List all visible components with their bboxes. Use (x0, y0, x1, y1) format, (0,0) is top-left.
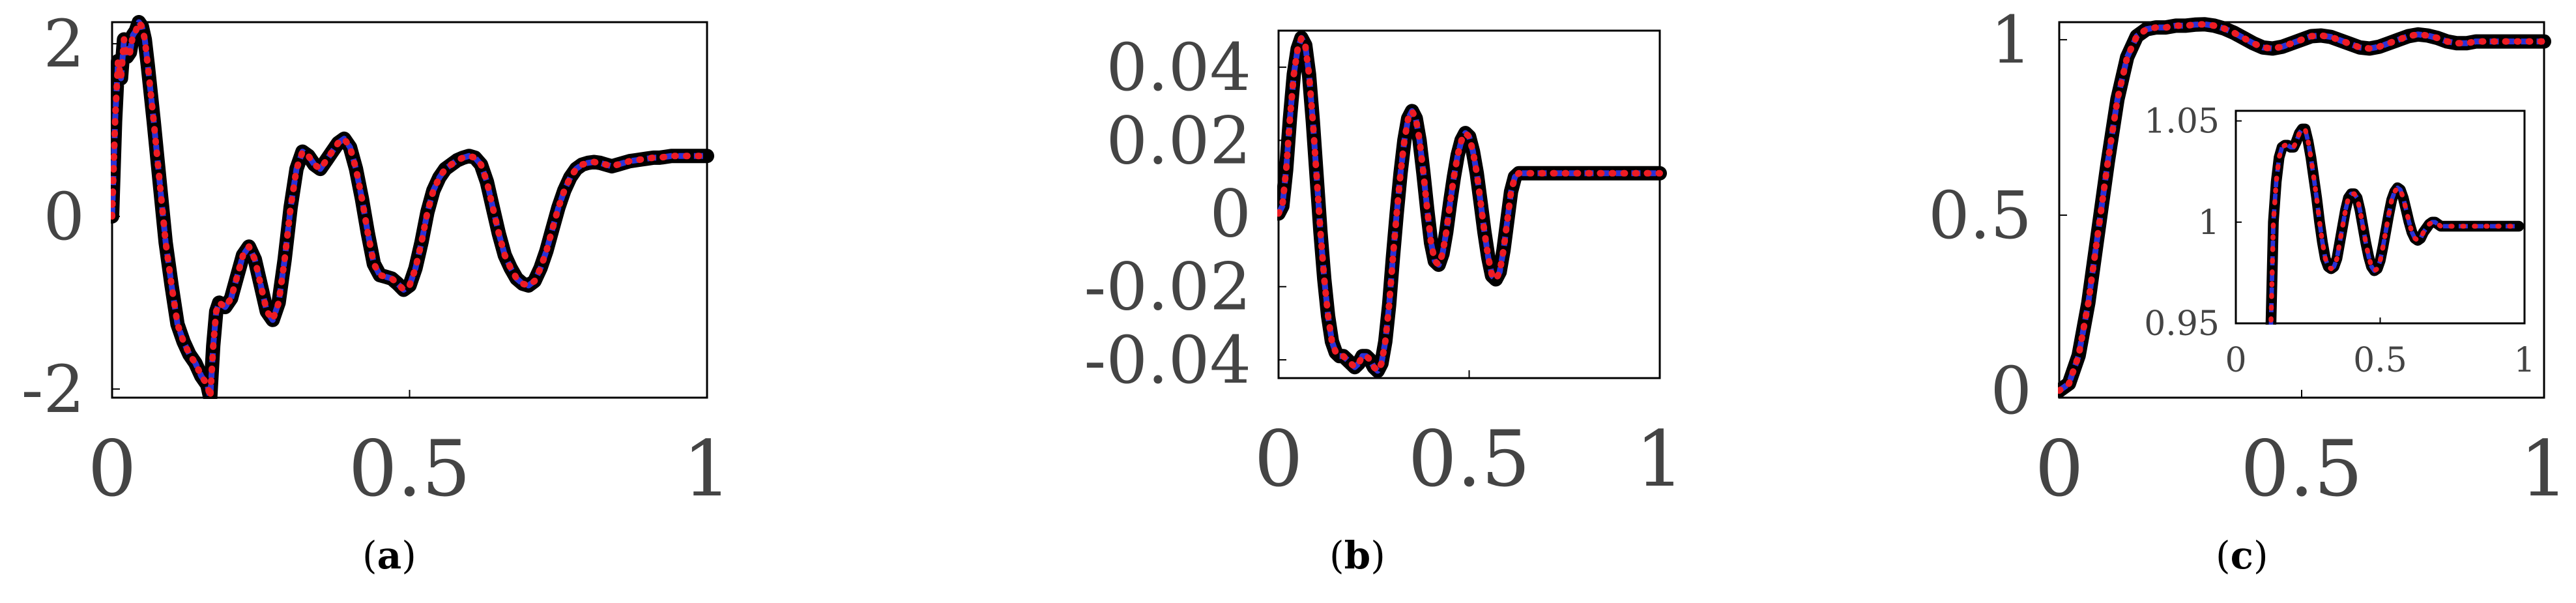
panel-b-series-1-line (1277, 31, 1667, 378)
panel-c-inset-ytick-label: 1 (2198, 203, 2220, 243)
panel-c-inset-ticks: 0 0.5 1 1.05 1 0.95 (2144, 102, 2535, 380)
panel-c-series-3-line (2058, 21, 2547, 394)
panel-c-ytick-label: 0.5 (1928, 177, 2032, 254)
panel-a-ytick-label: -2 (22, 351, 85, 428)
caption-c: (c) (2216, 533, 2268, 578)
panel-a-curves (111, 15, 714, 399)
panel-c-inset-xtick-label: 0.5 (2353, 341, 2407, 380)
panel-b-ytick-label: 0.02 (1106, 102, 1251, 179)
panel-c-xtick-label: 0 (2034, 424, 2083, 514)
panel-a-series-2-line (111, 19, 707, 399)
panel-b-ytick-label: 0 (1209, 176, 1251, 252)
panel-c-xtick-label: 1 (2519, 424, 2568, 514)
panel-b-ytick-label: 0.04 (1106, 29, 1251, 106)
panel-b-xtick-label: 0 (1254, 414, 1303, 504)
panel-c-inset-box (2235, 110, 2526, 325)
panel-a-ytick-label: 2 (43, 6, 85, 82)
panel-c-ytick-label: 1 (1990, 2, 2032, 78)
panel-c-series-2-line (2058, 21, 2544, 393)
panel-b-series-3-line (1277, 35, 1663, 374)
panel-a-series-1-line (111, 15, 714, 399)
panel-c-inset-xtick-label: 1 (2513, 341, 2535, 380)
panel-b-xtick-label: 1 (1635, 414, 1684, 504)
panel-b-curves (1277, 31, 1667, 378)
panel-c-inset-ytick-label: 1.05 (2144, 102, 2220, 141)
panel-c-inset-ytick-label: 0.95 (2144, 304, 2220, 344)
panel-a-xtick-label: 0.5 (349, 424, 471, 514)
panel-c-xtick-label: 0.5 (2240, 424, 2363, 514)
panel-b-ticks: 0 0.5 10.040.020-0.02-0.04 (1084, 29, 1685, 504)
caption-b: (b) (1329, 533, 1385, 578)
panel-c-ytick-label: 0 (1990, 353, 2032, 429)
panel-c-inset-xtick-label: 0 (2225, 341, 2246, 380)
panel-c-inset-series-3-line (2268, 126, 2521, 325)
panel-a-ticks: 0 0.5 120-2 (22, 6, 732, 514)
panel-c: 0 0.5 1 1 0.5 0 0 0.5 1 1.05 1 0.95 (c) (1928, 2, 2569, 578)
panel-a-xtick-label: 0 (87, 424, 136, 514)
panel-b: 0 0.5 10.040.020-0.02-0.04 (b) (1084, 29, 1685, 578)
panel-a-axes-box (111, 21, 708, 399)
panel-a-series-3-line (111, 19, 710, 399)
panel-a-ytick-label: 0 (43, 179, 85, 255)
panel-b-ytick-label: -0.02 (1084, 249, 1251, 325)
panel-b-ytick-label: -0.04 (1084, 322, 1251, 398)
panel-c-ticks: 0 0.5 1 1 0.5 0 (1928, 2, 2569, 514)
caption-a: (a) (362, 533, 416, 578)
panel-c-curves (2058, 17, 2551, 398)
panel-b-xtick-label: 0.5 (1408, 414, 1531, 504)
panel-a-xtick-label: 1 (682, 424, 731, 514)
panel-c-inset-curves (2265, 123, 2525, 325)
panel-a: 0 0.5 120-2 (a) (22, 6, 732, 578)
